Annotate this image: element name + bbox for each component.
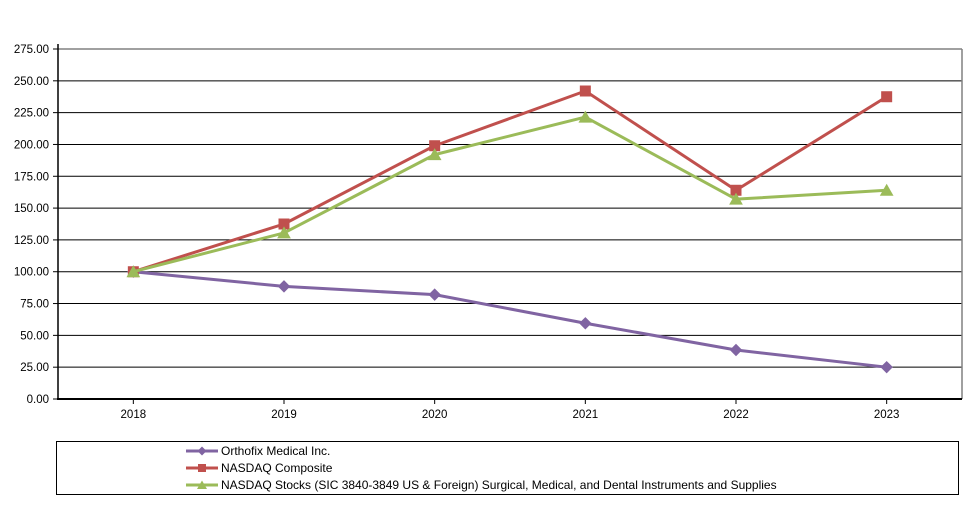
marker-triangle [578,110,593,123]
legend-label-orthofix: Orthofix Medical Inc. [221,443,331,458]
marker-diamond [880,360,893,374]
plot-area: 0.00 25.00 50.00 75.00 100.00 125.00 150.00 175… [14,44,963,421]
y-axis-tick-label: 225.00 [14,108,49,120]
legend-item-orthofix: Orthofix Medical Inc. [57,443,958,460]
legend-marker-diamond-icon [186,446,218,456]
series-line [133,270,887,369]
y-axis-tick-label: 275.00 [14,44,49,56]
x-axis-tick-label: 2020 [422,409,448,421]
marker-square [881,91,893,103]
y-axis-tick-label: 50.00 [20,330,49,342]
x-axis-tick-label: 2023 [874,409,900,421]
marker-diamond [729,343,743,357]
y-axis-tick-label: 75.00 [20,299,49,311]
marker-triangle [277,226,291,239]
y-axis-tick-label: 150.00 [14,203,49,215]
y-axis-tick-label: 175.00 [14,171,49,183]
marker-diamond [428,288,441,301]
legend-marker-square-icon [186,464,218,472]
x-axis-tick-label: 2019 [271,409,297,421]
marker-triangle [126,265,141,278]
series-line [132,89,888,274]
y-axis-tick-label: 25.00 [20,362,49,374]
y-axis-tick-label: 200.00 [14,139,49,151]
x-axis-tick-label: 2018 [121,409,147,421]
legend-item-nasdaq-sic: NASDAQ Stocks (SIC 3840-3849 US & Foreig… [57,477,958,494]
marker-triangle [879,183,894,196]
marker-square [579,85,591,97]
legend-label-nasdaq-sic: NASDAQ Stocks (SIC 3840-3849 US & Foreig… [221,477,777,492]
marker-triangle [729,192,743,205]
chart-legend: Orthofix Medical Inc. NASDAQ Composite N… [56,441,959,495]
legend-marker-triangle-icon [186,480,218,489]
y-axis-tick-label: 125.00 [14,235,49,247]
y-axis-tick-label: 0.00 [27,394,49,406]
y-axis-tick-label: 100.00 [14,267,49,279]
legend-item-nasdaq-composite: NASDAQ Composite [57,460,958,477]
x-axis-tick-label: 2021 [573,409,599,421]
series-line [132,115,887,274]
x-axis-tick-label: 2022 [723,409,749,421]
legend-label-nasdaq-composite: NASDAQ Composite [221,460,333,475]
marker-diamond [579,317,592,330]
marker-diamond [277,280,291,293]
marker-triangle [427,148,442,161]
y-axis-tick-label: 250.00 [14,76,49,88]
